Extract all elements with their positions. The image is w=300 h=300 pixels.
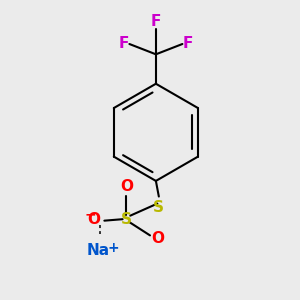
Text: +: + — [107, 241, 119, 255]
Text: F: F — [119, 37, 129, 52]
Text: −: − — [84, 208, 96, 222]
Text: O: O — [87, 212, 100, 227]
Text: Na: Na — [87, 243, 110, 258]
Text: O: O — [152, 231, 164, 246]
Text: F: F — [182, 37, 193, 52]
Text: S: S — [121, 212, 132, 227]
Text: O: O — [120, 179, 133, 194]
Text: F: F — [151, 14, 161, 29]
Text: S: S — [153, 200, 164, 215]
